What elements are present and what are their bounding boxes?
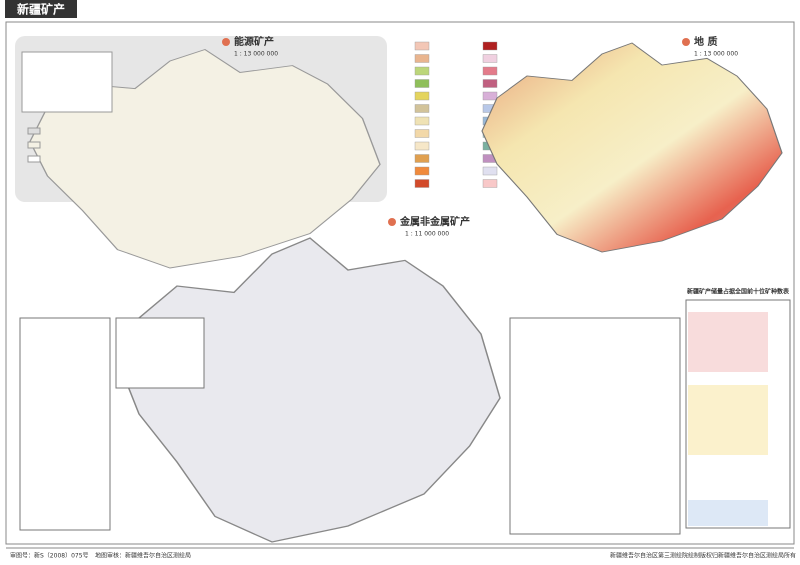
legend-swatch	[414, 54, 430, 63]
title-bar	[5, 0, 77, 18]
legend-swatch	[482, 41, 498, 51]
map-title: 地 质	[694, 35, 717, 48]
legend-swatch	[414, 129, 430, 138]
legend-swatch	[27, 141, 41, 149]
legend-swatch	[482, 66, 498, 76]
legend-swatch	[414, 79, 430, 88]
legend-swatch	[27, 155, 41, 163]
legend-swatch	[482, 54, 498, 63]
legend-swatch	[482, 79, 498, 88]
legend-swatch	[414, 91, 430, 101]
title-dot	[222, 38, 230, 46]
page-title: 新疆矿产	[17, 2, 65, 17]
footer-text: 版权归新疆维吾尔自治区测绘局所有	[700, 552, 796, 560]
map-title: 能源矿产	[234, 35, 274, 48]
title-dot	[682, 38, 690, 46]
legend-swatch	[482, 91, 498, 101]
footer-text: 地图审核：新疆维吾尔自治区测绘局	[95, 552, 191, 560]
legend-swatch	[414, 179, 430, 188]
footer-text: 新疆维吾尔自治区第三测绘院绘制	[610, 552, 700, 560]
map-scale: 1 : 11 000 000	[405, 231, 449, 238]
table-title: 新疆矿产储量占据全国前十位矿种数表	[687, 288, 790, 296]
legend-swatch	[482, 166, 498, 176]
legend-swatch	[27, 127, 41, 135]
footer-text: 审图号：新S（2008）075号	[10, 552, 89, 560]
energy-legend	[21, 51, 113, 113]
legend-swatch	[414, 166, 430, 176]
legend-swatch	[414, 41, 430, 51]
frame	[5, 21, 795, 545]
table-band	[688, 500, 768, 526]
map-scale: 1 : 13 000 000	[234, 51, 278, 58]
title-dot	[388, 218, 396, 226]
legend-swatch	[414, 116, 430, 126]
map-title: 金属非金属矿产	[399, 215, 470, 228]
metal-legend-table	[19, 317, 111, 531]
nonmetal-legend-table	[509, 317, 681, 535]
legend-swatch	[482, 179, 498, 188]
table-band	[688, 385, 768, 455]
table-band	[688, 312, 768, 372]
legend-swatch	[414, 154, 430, 163]
metal-legend-table	[115, 317, 205, 389]
legend-swatch	[414, 104, 430, 113]
legend-swatch	[414, 66, 430, 76]
legend-swatch	[414, 141, 430, 151]
map-scale: 1 : 13 000 000	[694, 51, 738, 58]
